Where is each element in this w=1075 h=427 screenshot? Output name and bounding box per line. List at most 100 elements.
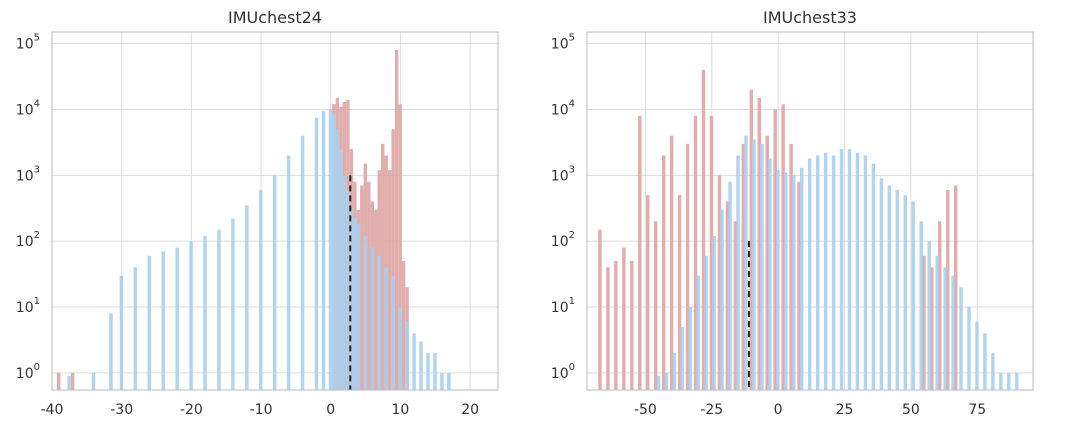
histogram-bar xyxy=(736,155,740,390)
histogram-bar xyxy=(983,333,987,390)
y-tick-label: 105 xyxy=(16,33,40,53)
histogram-bar xyxy=(656,375,661,390)
y-tick-exponent: 0 xyxy=(34,362,40,373)
histogram-bar xyxy=(272,175,277,390)
y-tick-exponent: 4 xyxy=(569,98,575,109)
histogram-bar xyxy=(991,353,995,390)
y-tick-base: 10 xyxy=(16,102,34,118)
histogram-bar xyxy=(314,117,319,391)
histogram-bar xyxy=(661,155,666,390)
histogram-bar xyxy=(332,114,336,390)
y-tick-base: 10 xyxy=(16,300,34,316)
histogram-bar xyxy=(847,149,852,390)
histogram-bar xyxy=(855,152,860,390)
histogram-bar xyxy=(789,143,793,390)
y-tick-label: 101 xyxy=(551,296,575,316)
x-tick-label: 0 xyxy=(774,402,783,418)
y-tick-base: 10 xyxy=(551,300,569,316)
histogram-bar xyxy=(380,143,385,390)
y-tick-label: 104 xyxy=(551,98,575,118)
histogram-bar xyxy=(245,205,249,390)
histogram-bar xyxy=(398,104,402,391)
histogram-bar xyxy=(712,235,716,390)
histogram-bar xyxy=(741,143,746,390)
histogram-bar xyxy=(360,185,364,390)
histogram-bar xyxy=(391,275,395,390)
histogram-bar xyxy=(672,353,677,390)
histogram-bar xyxy=(720,209,724,390)
histogram-bar xyxy=(953,185,958,390)
histogram-bar xyxy=(401,261,406,390)
histogram-bar xyxy=(447,372,451,390)
y-tick-exponent: 2 xyxy=(34,230,40,241)
y-tick-base: 10 xyxy=(551,366,569,382)
histogram-bar xyxy=(685,143,690,390)
y-tick-label: 102 xyxy=(16,230,40,250)
histogram-bar xyxy=(349,209,354,390)
y-tick-exponent: 1 xyxy=(569,296,575,307)
histogram-bar xyxy=(203,235,207,390)
histogram-bar xyxy=(175,247,179,390)
histogram-bar xyxy=(823,152,828,390)
histogram-bar xyxy=(133,267,138,390)
histogram-bar xyxy=(693,115,698,390)
y-tick-base: 10 xyxy=(16,37,34,53)
histogram-bar xyxy=(807,158,812,390)
y-tick-label: 100 xyxy=(551,362,575,382)
histogram-bar xyxy=(911,201,915,390)
y-tick-base: 10 xyxy=(16,168,34,184)
y-tick-base: 10 xyxy=(16,234,34,250)
histogram-bar xyxy=(792,175,796,390)
histogram-bar xyxy=(412,333,416,390)
histogram-bar xyxy=(374,209,378,390)
histogram-bar xyxy=(370,247,374,390)
histogram-bar xyxy=(728,181,732,390)
y-tick-exponent: 0 xyxy=(569,362,575,373)
histogram-bar xyxy=(653,221,658,390)
histogram-bar xyxy=(109,313,113,390)
y-tick-label: 102 xyxy=(551,230,575,250)
histogram-bar xyxy=(377,255,381,390)
histogram-bar xyxy=(919,221,923,390)
y-tick-base: 10 xyxy=(551,234,569,250)
chart-title-right: IMUchest33 xyxy=(763,8,857,27)
histogram-bar xyxy=(725,201,730,390)
y-tick-exponent: 1 xyxy=(34,296,40,307)
histogram-bar xyxy=(927,241,931,390)
histogram-bar xyxy=(903,195,907,390)
x-tick-label: -25 xyxy=(700,402,723,418)
histogram-bar xyxy=(391,129,395,390)
histogram-bar xyxy=(967,307,971,390)
histogram-bar xyxy=(91,372,96,390)
histogram-bar xyxy=(419,341,423,390)
y-tick-base: 10 xyxy=(551,102,569,118)
histogram-bar xyxy=(677,195,682,390)
histogram-bar xyxy=(839,149,844,390)
histogram-bar xyxy=(363,235,368,390)
x-tick-label: -30 xyxy=(110,402,133,418)
histogram-bar xyxy=(951,275,955,390)
histogram-bar xyxy=(217,229,221,390)
histogram-bar xyxy=(768,158,772,390)
chart-title-left: IMUchest24 xyxy=(228,8,322,27)
histogram-bar xyxy=(119,275,124,390)
histogram-bar xyxy=(426,353,430,390)
histogram-bar xyxy=(147,255,151,390)
histogram-bar xyxy=(757,97,761,390)
histogram-bar xyxy=(696,275,700,390)
y-tick-exponent: 4 xyxy=(34,98,40,109)
histogram-bar xyxy=(630,261,634,390)
histogram-bar xyxy=(797,181,801,390)
histogram-bar xyxy=(930,267,934,390)
histogram-bar xyxy=(800,167,804,390)
histogram-bar xyxy=(863,155,868,390)
histogram-bar xyxy=(353,217,357,390)
y-tick-label: 103 xyxy=(551,164,575,184)
y-tick-exponent: 5 xyxy=(34,33,40,44)
histogram-bar xyxy=(328,109,333,390)
histogram-bar xyxy=(394,49,399,390)
x-tick-label: 50 xyxy=(902,402,920,418)
histogram-bar xyxy=(709,115,714,390)
histogram-bar xyxy=(938,221,942,390)
